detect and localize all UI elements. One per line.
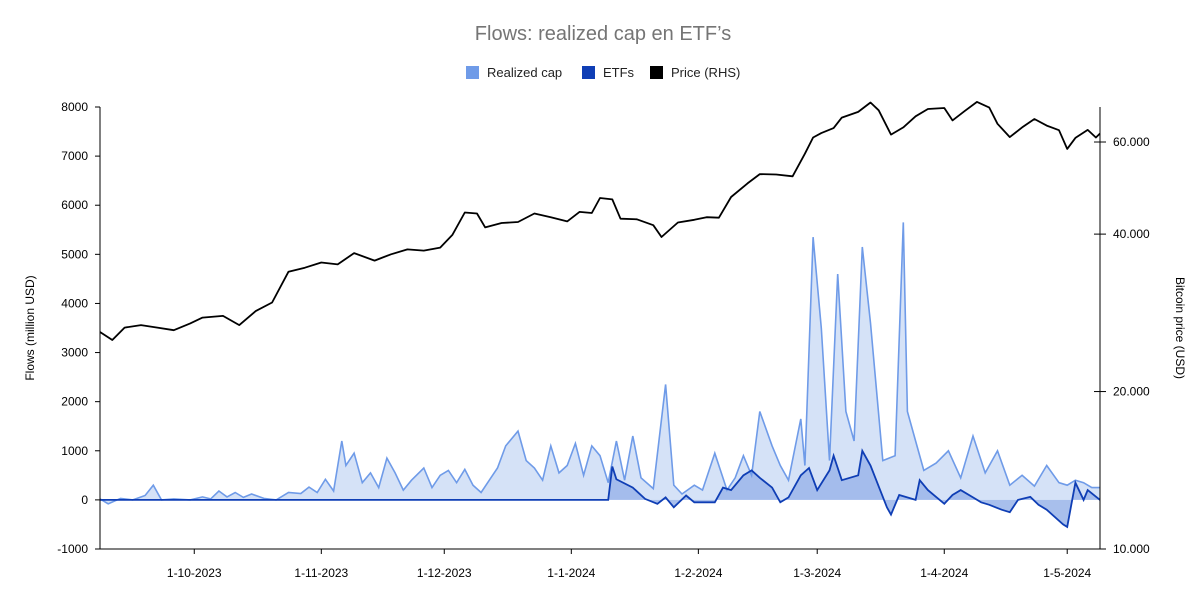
y-tick-label-left: 0 <box>81 493 88 507</box>
x-tick-label: 1-10-2023 <box>167 566 222 580</box>
x-tick-label: 1-3-2024 <box>793 566 841 580</box>
legend-swatch-price <box>650 66 663 79</box>
y-ticks-left: -1000 0 1000 2000 3000 4000 5000 6000 7000 8000 <box>57 100 100 556</box>
realized-cap-line <box>99 222 1100 505</box>
x-tick-label: 1-1-2024 <box>547 566 595 580</box>
x-tick-label: 1-4-2024 <box>920 566 968 580</box>
y-tick-label-left: 7000 <box>61 149 88 163</box>
series-layer <box>99 101 1101 529</box>
y-tick-label-left: 6000 <box>61 198 88 212</box>
x-tick-label: 1-12-2023 <box>417 566 472 580</box>
x-tick-label: 1-2-2024 <box>674 566 722 580</box>
legend-label-etfs: ETFs <box>603 65 635 80</box>
legend-item-realized-cap[interactable]: Realized cap <box>466 65 562 80</box>
x-ticks: 1-10-2023 1-11-2023 1-12-2023 1-1-2024 1-2-2… <box>167 549 1092 580</box>
legend-swatch-etfs <box>582 66 595 79</box>
y-ticks-right: 10.000 20.000 40.000 60.000 <box>1094 135 1150 556</box>
y-tick-label-right: 20.000 <box>1113 385 1150 399</box>
y-tick-label-left: 8000 <box>61 100 88 114</box>
y-axis-label-left: Flows (million USD) <box>23 275 37 380</box>
price-line <box>99 101 1101 341</box>
legend-label-realized-cap: Realized cap <box>487 65 562 80</box>
y-tick-label-left: 5000 <box>61 247 88 261</box>
x-tick-label: 1-5-2024 <box>1043 566 1091 580</box>
legend-swatch-realized-cap <box>466 66 479 79</box>
legend-label-price: Price (RHS) <box>671 65 740 80</box>
legend-item-price[interactable]: Price (RHS) <box>650 65 740 80</box>
realized-cap-area <box>100 222 1100 504</box>
axes: 1-10-2023 1-11-2023 1-12-2023 1-1-2024 1-2-2… <box>57 100 1150 580</box>
y-tick-label-right: 10.000 <box>1113 542 1150 556</box>
y-axis-label-right: Bitcoin price (USD) <box>1173 277 1187 379</box>
x-tick-label: 1-11-2023 <box>294 566 348 580</box>
y-tick-label-left: -1000 <box>57 542 88 556</box>
y-tick-label-left: 2000 <box>61 395 88 409</box>
y-tick-label-left: 1000 <box>61 444 88 458</box>
y-tick-label-left: 3000 <box>61 346 88 360</box>
y-tick-label-right: 40.000 <box>1113 227 1150 241</box>
legend: Realized cap ETFs Price (RHS) <box>466 65 740 80</box>
legend-item-etfs[interactable]: ETFs <box>582 65 635 80</box>
chart-title: Flows: realized cap en ETF’s <box>475 23 731 45</box>
y-tick-label-left: 4000 <box>61 296 88 310</box>
y-tick-label-right: 60.000 <box>1113 135 1150 149</box>
etfs-line <box>100 448 1101 529</box>
